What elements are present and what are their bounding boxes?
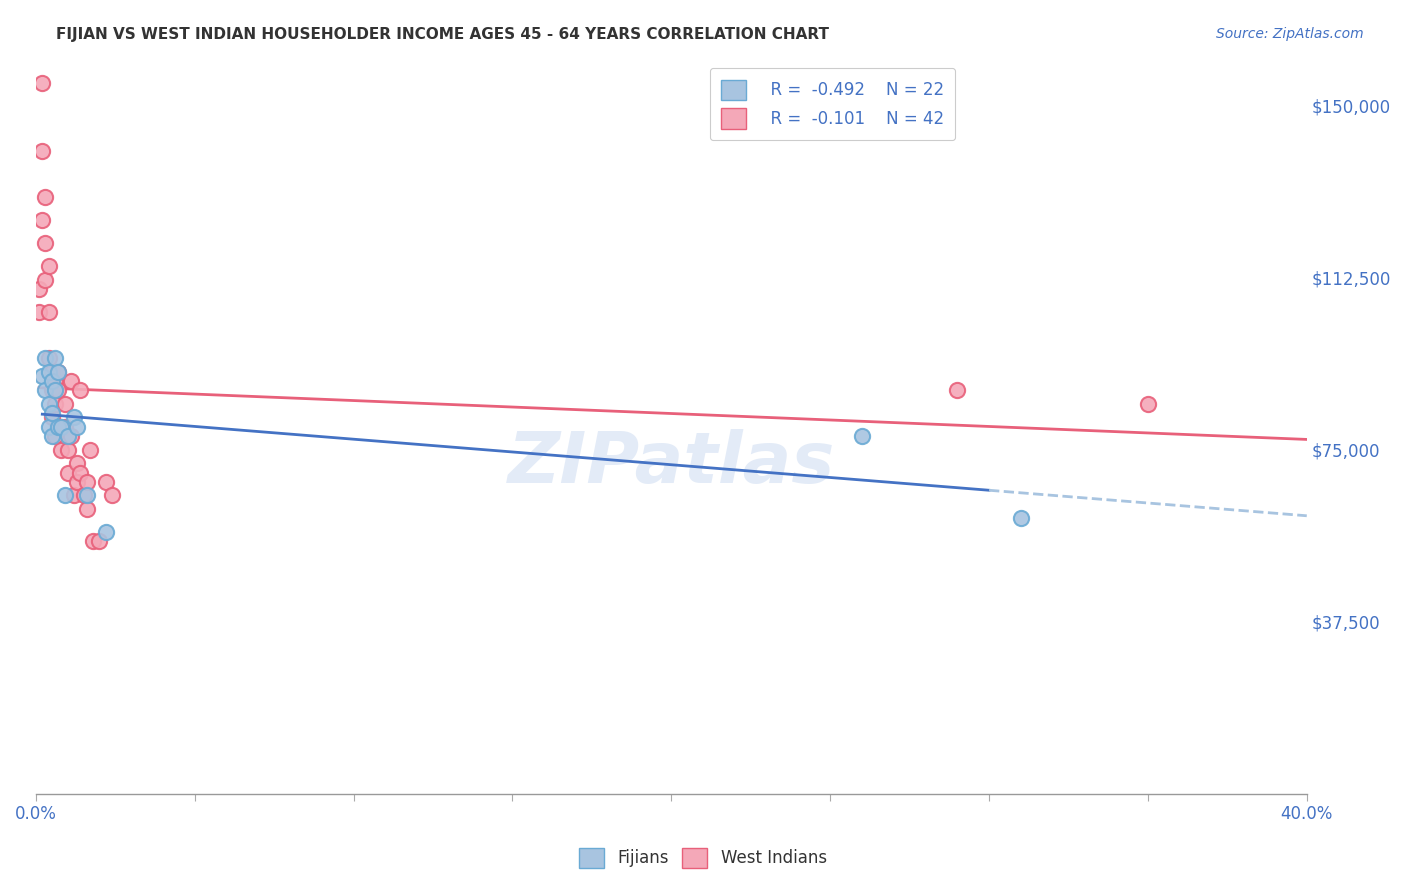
Point <box>51 442 73 457</box>
Point <box>59 374 82 388</box>
Point <box>1010 511 1032 525</box>
Point <box>63 410 86 425</box>
Point <box>89 534 111 549</box>
Point <box>72 488 94 502</box>
Legend:   R =  -0.492    N = 22,   R =  -0.101    N = 42: R = -0.492 N = 22, R = -0.101 N = 42 <box>710 68 955 140</box>
Point <box>94 525 117 540</box>
Point <box>41 374 63 388</box>
Point <box>56 429 79 443</box>
Point <box>41 429 63 443</box>
Point <box>34 351 56 365</box>
Point <box>94 475 117 489</box>
Point <box>46 383 69 397</box>
Point <box>46 419 69 434</box>
Point <box>1136 397 1159 411</box>
Point <box>38 259 60 273</box>
Point <box>41 383 63 397</box>
Legend: Fijians, West Indians: Fijians, West Indians <box>572 841 834 875</box>
Point <box>851 429 873 443</box>
Point <box>31 213 53 227</box>
Point <box>44 383 66 397</box>
Point <box>44 429 66 443</box>
Point <box>44 351 66 365</box>
Point <box>63 488 86 502</box>
Point <box>41 406 63 420</box>
Point <box>51 419 73 434</box>
Point <box>53 419 76 434</box>
Point <box>69 383 91 397</box>
Point <box>41 365 63 379</box>
Point <box>66 419 89 434</box>
Point <box>76 502 98 516</box>
Point <box>66 456 89 470</box>
Point <box>53 488 76 502</box>
Text: Source: ZipAtlas.com: Source: ZipAtlas.com <box>1216 27 1364 41</box>
Point <box>34 273 56 287</box>
Point <box>53 397 76 411</box>
Point <box>34 190 56 204</box>
Point <box>38 305 60 319</box>
Point <box>34 236 56 251</box>
Point <box>28 282 51 296</box>
Point <box>82 534 104 549</box>
Point <box>76 475 98 489</box>
Point <box>76 488 98 502</box>
Point <box>46 365 69 379</box>
Point <box>69 466 91 480</box>
Point <box>38 397 60 411</box>
Point <box>38 351 60 365</box>
Point <box>51 419 73 434</box>
Point <box>101 488 124 502</box>
Point <box>56 442 79 457</box>
Point <box>44 374 66 388</box>
Point <box>34 383 56 397</box>
Point <box>59 429 82 443</box>
Point <box>31 76 53 90</box>
Point <box>46 365 69 379</box>
Point <box>44 397 66 411</box>
Point <box>946 383 969 397</box>
Text: FIJIAN VS WEST INDIAN HOUSEHOLDER INCOME AGES 45 - 64 YEARS CORRELATION CHART: FIJIAN VS WEST INDIAN HOUSEHOLDER INCOME… <box>56 27 830 42</box>
Point <box>31 145 53 159</box>
Point <box>28 305 51 319</box>
Point <box>56 466 79 480</box>
Point <box>31 369 53 384</box>
Point <box>79 442 101 457</box>
Point <box>38 419 60 434</box>
Point <box>66 475 89 489</box>
Point <box>41 410 63 425</box>
Text: ZIPatlas: ZIPatlas <box>508 429 835 498</box>
Point <box>38 365 60 379</box>
